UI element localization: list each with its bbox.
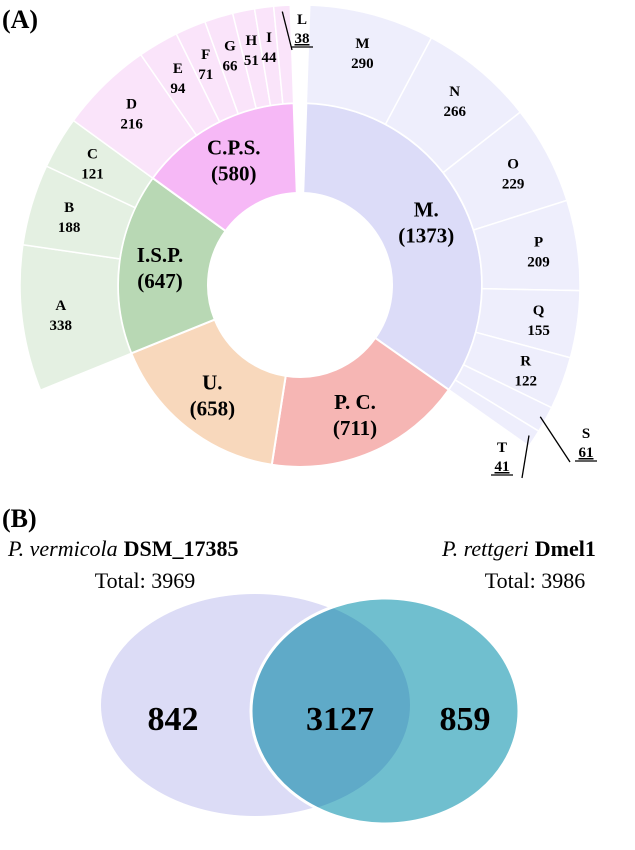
- outer-value-f: 71: [198, 67, 213, 83]
- inner-value-p-c: (711): [333, 416, 377, 440]
- outer-value-i: 44: [262, 50, 278, 66]
- venn-right-unique-count: 859: [440, 701, 491, 738]
- leader-line-s: [539, 416, 571, 463]
- venn-overlap: [251, 598, 410, 817]
- outer-value-b: 188: [58, 220, 81, 236]
- outer-label-g: G: [224, 38, 236, 54]
- venn-right-title: P. rettgeri Dmel1: [441, 536, 596, 561]
- outer-segment-a: [19, 243, 133, 392]
- outer-value-h: 51: [244, 53, 259, 69]
- outer-label-h: H: [246, 33, 258, 49]
- outer-label-f: F: [201, 47, 210, 63]
- outer-value-e: 94: [170, 81, 186, 97]
- outer-label-r: R: [520, 354, 531, 370]
- inner-label-p-c: P. C.: [334, 390, 376, 414]
- outer-label-s: S: [582, 426, 590, 442]
- outer-value-o: 229: [502, 176, 525, 192]
- outer-segment-t: [447, 378, 540, 448]
- outer-label-c: C: [87, 147, 98, 163]
- leader-line-l: [281, 11, 293, 51]
- outer-value-a: 338: [49, 318, 72, 334]
- leader-line-t: [521, 435, 530, 479]
- inner-value-m: (1373): [398, 223, 454, 247]
- outer-value-s: 61: [579, 445, 594, 461]
- outer-value-t: 41: [495, 459, 510, 475]
- outer-segment-l: [272, 4, 295, 105]
- outer-label-l: L: [297, 12, 307, 28]
- outer-label-e: E: [173, 61, 183, 77]
- outer-value-g: 66: [222, 58, 238, 74]
- outer-label-d: D: [126, 97, 137, 113]
- outer-value-p: 209: [527, 255, 550, 271]
- outer-value-q: 155: [527, 323, 550, 339]
- inner-segment-p-c: [270, 336, 451, 468]
- inner-value-c-p-s: (580): [211, 162, 257, 186]
- outer-label-p: P: [534, 235, 543, 251]
- outer-label-n: N: [449, 84, 460, 100]
- outer-value-m: 290: [351, 56, 374, 72]
- outer-value-c: 121: [81, 167, 104, 183]
- venn-intersection-count: 3127: [306, 701, 374, 738]
- venn-right-outline: [249, 596, 521, 826]
- outer-value-d: 216: [120, 117, 143, 133]
- venn-left-unique-count: 842: [148, 701, 199, 738]
- outer-label-i: I: [266, 30, 272, 46]
- inner-segment-u: [130, 318, 287, 466]
- outer-value-l: 38: [295, 31, 310, 47]
- outer-value-n: 266: [443, 104, 466, 120]
- panel-a-label: (A): [2, 5, 38, 34]
- outer-label-q: Q: [533, 303, 545, 319]
- inner-value-u: (658): [190, 396, 236, 420]
- inner-label-c-p-s: C.P.S.: [207, 136, 261, 160]
- outer-label-m: M: [355, 36, 369, 52]
- outer-label-o: O: [507, 156, 519, 172]
- inner-label-m: M.: [414, 197, 439, 221]
- panel-b-label: (B): [2, 504, 37, 533]
- venn-right-total: Total: 3986: [485, 568, 586, 593]
- outer-label-b: B: [64, 200, 74, 216]
- venn-diagram: P. vermicola DSM_17385 Total: 3969 P. ret…: [7, 536, 596, 826]
- outer-label-t: T: [497, 440, 507, 456]
- sunburst-chart: M.(1373) P. C.(711) U.(658) I.S.P.(647) C.P.…: [19, 4, 597, 479]
- inner-value-i-s-p: (647): [137, 269, 183, 293]
- venn-left-total: Total: 3969: [95, 568, 196, 593]
- outer-value-r: 122: [514, 374, 537, 390]
- inner-label-i-s-p: I.S.P.: [137, 243, 184, 267]
- venn-left-title: P. vermicola DSM_17385: [7, 536, 238, 561]
- outer-label-a: A: [55, 298, 66, 314]
- inner-label-u: U.: [202, 370, 222, 394]
